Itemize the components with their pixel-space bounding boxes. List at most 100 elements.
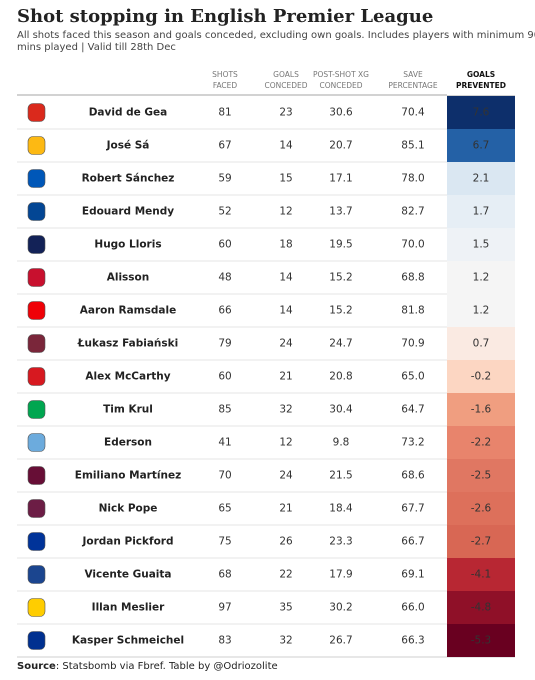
player-name: Alisson [107,272,150,284]
player-name: Emiliano Martínez [75,470,181,482]
player-name: Alex McCarthy [85,371,170,383]
prevented-cell [447,591,515,624]
stat-value: 30.4 [329,404,353,416]
stat-value: 69.1 [401,569,424,581]
header-highlight [447,66,515,95]
subtitle: mins played | Valid till 28th Dec [17,42,176,53]
player-name: Vicente Guaita [84,569,171,581]
player-name: Hugo Lloris [94,239,161,251]
stat-value: 73.2 [401,437,424,449]
stat-value: 81.8 [401,305,424,317]
column-header: PERCENTAGE [388,81,437,90]
stat-value: 18.4 [329,503,353,515]
column-header: FACED [213,81,238,90]
stat-value: 65 [218,503,231,515]
subtitle: All shots faced this season and goals co… [17,30,535,41]
stat-value: 20.7 [329,140,352,152]
goals-prevented: -4.1 [471,569,492,581]
player-name: Robert Sánchez [82,173,175,185]
stat-value: 85.1 [401,140,424,152]
prevented-cell [447,525,515,558]
stat-value: 19.5 [329,239,352,251]
stat-value: 70.9 [401,338,424,350]
stat-value: 68.8 [401,272,424,284]
stat-value: 32 [279,635,292,647]
stat-value: 18 [279,239,292,251]
goals-prevented: -2.5 [471,470,492,482]
stat-value: 12 [279,437,292,449]
stat-value: 21 [279,371,292,383]
column-header: SAVE [403,70,423,79]
player-name: Łukasz Fabiański [77,338,178,350]
stat-value: 59 [218,173,231,185]
stat-value: 26 [279,536,293,548]
goals-prevented: 1.2 [473,305,490,317]
club-badge [27,433,46,452]
stat-value: 75 [218,536,231,548]
player-name: Ederson [104,437,152,449]
club-badge [27,532,46,551]
player-name: Illan Meslier [92,602,165,614]
goals-prevented: -4.8 [471,602,492,614]
prevented-cell [447,360,515,393]
column-header: POST-SHOT XG [313,70,369,79]
stat-value: 15.2 [329,305,352,317]
stat-value: 14 [279,305,293,317]
stat-value: 14 [279,272,293,284]
stat-value: 15.2 [329,272,352,284]
title: Shot stopping in English Premier League [17,6,433,27]
source-text: : Statsbomb via Fbref. Table by @Odriozo… [56,661,278,672]
club-badge [27,268,46,287]
club-badge [27,334,46,353]
stat-value: 20.8 [329,371,352,383]
stat-value: 24 [279,338,293,350]
club-badge [27,631,46,650]
stat-value: 64.7 [401,404,424,416]
stat-value: 30.2 [329,602,352,614]
stat-value: 52 [218,206,231,218]
club-badge [27,136,46,155]
stat-value: 21 [279,503,292,515]
player-name: Aaron Ramsdale [80,305,176,317]
stat-value: 17.9 [329,569,352,581]
club-badge [27,235,46,254]
club-badge [27,499,46,518]
stat-value: 17.1 [329,173,352,185]
player-name: Edouard Mendy [82,206,174,218]
stat-value: 30.6 [329,107,353,119]
prevented-cell [447,162,515,195]
prevented-cell [447,129,515,162]
stat-value: 67.7 [401,503,424,515]
stat-value: 24.7 [329,338,352,350]
prevented-cell [447,426,515,459]
column-header: GOALS [273,70,299,79]
column-header: PREVENTED [456,81,506,90]
stat-value: 15 [279,173,292,185]
prevented-cell [447,261,515,294]
prevented-cell [447,327,515,360]
prevented-cell [447,624,515,657]
stat-value: 65.0 [401,371,424,383]
stat-value: 83 [218,635,231,647]
stat-value: 79 [218,338,231,350]
stat-value: 70.4 [401,107,425,119]
goals-prevented: 1.5 [473,239,490,251]
stat-value: 32 [279,404,292,416]
prevented-cell [447,96,515,129]
column-header: CONCEDED [264,81,307,90]
stat-value: 23 [279,107,292,119]
stat-value: 26.7 [329,635,352,647]
prevented-cell [447,294,515,327]
stat-value: 41 [218,437,231,449]
stat-value: 22 [279,569,292,581]
stat-value: 12 [279,206,292,218]
source: Source: Statsbomb via Fbref. Table by @O… [17,661,278,672]
goals-prevented: -2.7 [471,536,492,548]
stat-value: 66.0 [401,602,424,614]
stat-value: 48 [218,272,231,284]
goals-prevented: -2.2 [471,437,492,449]
stat-value: 68 [218,569,231,581]
prevented-cell [447,492,515,525]
stat-value: 67 [218,140,231,152]
